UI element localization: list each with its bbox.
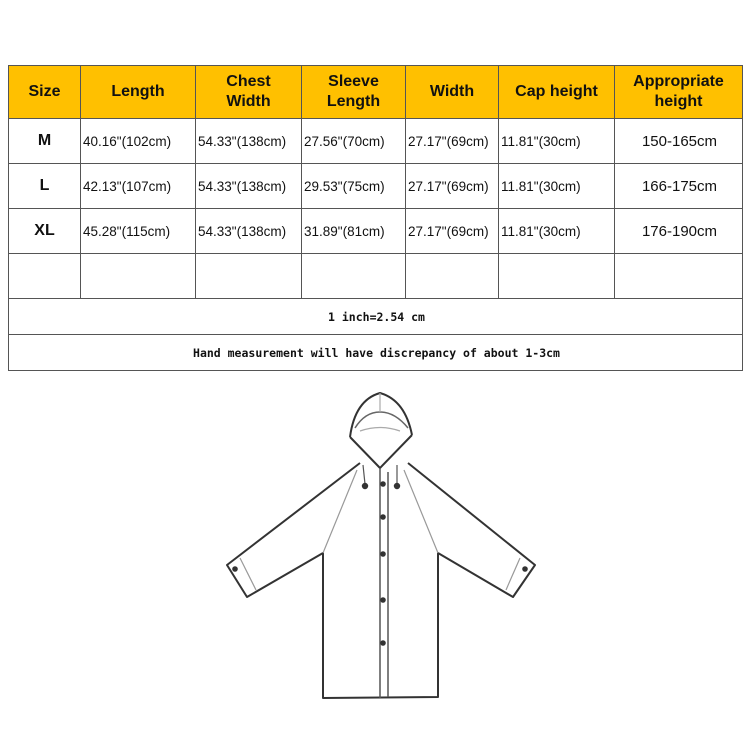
conversion-row: 1 inch=2.54 cm: [8, 298, 743, 335]
header-cap-height: Cap height: [498, 65, 615, 119]
cell-appropriate-height: 150-165cm: [614, 118, 743, 164]
cell-width: 27.17"(69cm): [405, 118, 499, 164]
discrepancy-row: Hand measurement will have discrepancy o…: [8, 334, 743, 371]
table-row: XL 45.28"(115cm) 54.33"(138cm) 31.89"(81…: [8, 208, 743, 254]
cell-cap-height: 11.81"(30cm): [498, 208, 615, 254]
cell-chest-width: 54.33"(138cm): [195, 118, 302, 164]
header-size: Size: [8, 65, 81, 119]
cell-length: 42.13"(107cm): [80, 163, 196, 209]
cell-appropriate-height: 166-175cm: [614, 163, 743, 209]
cell-size: M: [8, 118, 81, 164]
header-appropriate-height: Appropriate height: [614, 65, 743, 119]
conversion-note: 1 inch=2.54 cm: [8, 298, 743, 335]
discrepancy-note: Hand measurement will have discrepancy o…: [8, 334, 743, 371]
cell-chest-width: 54.33"(138cm): [195, 163, 302, 209]
cell-width: 27.17"(69cm): [405, 163, 499, 209]
table-row: L 42.13"(107cm) 54.33"(138cm) 29.53"(75c…: [8, 163, 743, 209]
table-row: M 40.16"(102cm) 54.33"(138cm) 27.56"(70c…: [8, 118, 743, 164]
table-header-row: Size Length Chest Width Sleeve Length Wi…: [8, 65, 743, 119]
header-sleeve-length: Sleeve Length: [301, 65, 406, 119]
cell-cap-height: 11.81"(30cm): [498, 163, 615, 209]
cell-length: 45.28"(115cm): [80, 208, 196, 254]
cell-cap-height: 11.81"(30cm): [498, 118, 615, 164]
header-width: Width: [405, 65, 499, 119]
cell-sleeve-length: 29.53"(75cm): [301, 163, 406, 209]
cell-sleeve-length: 27.56"(70cm): [301, 118, 406, 164]
table-row-empty: [8, 253, 743, 299]
size-chart-table: Size Length Chest Width Sleeve Length Wi…: [8, 65, 743, 371]
